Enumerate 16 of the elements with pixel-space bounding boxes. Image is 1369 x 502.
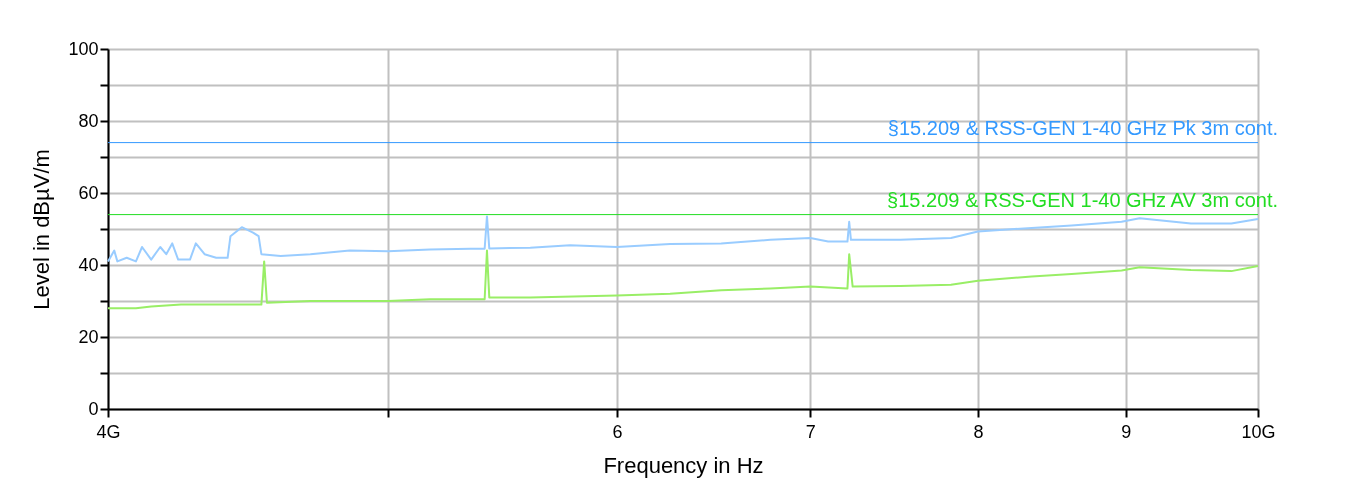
y-tick-label: 20 <box>78 326 99 347</box>
y-tick-label: 80 <box>78 110 99 131</box>
y-tick-label: 0 <box>88 398 99 419</box>
x-tick-label: 9 <box>1121 421 1132 442</box>
y-axis-title: Level in dBµV/m <box>29 149 55 310</box>
ref-line-label: §15.209 & RSS-GEN 1-40 GHz Pk 3m cont. <box>887 116 1278 139</box>
y-tick-label: 40 <box>78 254 99 275</box>
x-tick-label: 7 <box>805 421 816 442</box>
y-tick-label: 100 <box>68 38 99 59</box>
x-tick-label: 4G <box>96 421 121 442</box>
y-tick-label: 60 <box>78 182 99 203</box>
x-axis-title: Frequency in Hz <box>603 452 764 478</box>
ref-line-label: §15.209 & RSS-GEN 1-40 GHz AV 3m cont. <box>887 188 1278 211</box>
x-tick-label: 6 <box>612 421 623 442</box>
x-tick-label: 8 <box>973 421 984 442</box>
x-tick-label: 10G <box>1241 421 1276 442</box>
